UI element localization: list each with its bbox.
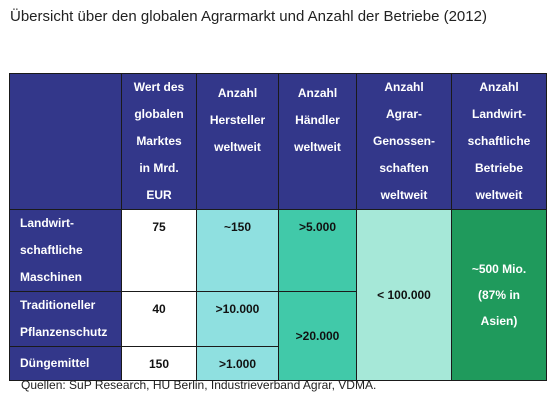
row-label-text: Düngemittel <box>20 356 90 370</box>
cell-hersteller-maschinen: ~150 <box>196 209 279 292</box>
cell-betriebe-text: ~500 Mio. (87% in Asien) <box>471 262 527 328</box>
header-betriebe-label: Anzahl Landwirt- schaftliche Betriebe we… <box>467 80 531 202</box>
cell-haendler-maschinen: >5.000 <box>278 209 357 292</box>
source-note: Quellen: SuP Research, HU Berlin, Indust… <box>21 378 377 392</box>
header-markt-label: Wert des globalen Marktes in Mrd. EUR <box>133 80 185 202</box>
header-hersteller: Anzahl Hersteller weltweit <box>196 73 279 210</box>
table-row: Landwirt- schaftliche Maschinen 75 ~150 … <box>9 209 547 381</box>
header-genossenschaften: Anzahl Agrar- Genossen- schaften weltwei… <box>356 73 452 210</box>
header-markt: Wert des globalen Marktes in Mrd. EUR <box>121 73 197 210</box>
cell-markt-duengemittel: 150 <box>121 346 197 381</box>
header-hersteller-label: Anzahl Hersteller weltweit <box>209 86 266 154</box>
cell-haendler-merged: >20.000 <box>278 291 357 381</box>
table-row: Düngemittel 150 >1.000 <box>9 346 547 381</box>
cell-hersteller-pflanzenschutz: >10.000 <box>196 291 279 347</box>
row-label-duengemittel: Düngemittel <box>9 346 122 381</box>
row-label-maschinen: Landwirt- schaftliche Maschinen <box>9 209 122 292</box>
page-title: Übersicht über den globalen Agrarmarkt u… <box>10 8 487 25</box>
header-corner <box>9 73 122 210</box>
cell-hersteller-duengemittel: >1.000 <box>196 346 279 381</box>
cell-betriebe-merged: ~500 Mio. (87% in Asien) <box>451 209 547 381</box>
cell-markt-pflanzenschutz: 40 <box>121 291 197 347</box>
row-label-pflanzenschutz: Traditioneller Pflanzenschutz <box>9 291 122 347</box>
cell-markt-maschinen: 75 <box>121 209 197 292</box>
header-row: Wert des globalen Marktes in Mrd. EUR An… <box>9 73 547 210</box>
agrarmarkt-table: Wert des globalen Marktes in Mrd. EUR An… <box>9 73 547 381</box>
row-label-text: Landwirt- schaftliche Maschinen <box>20 216 83 284</box>
header-haendler: Anzahl Händler weltweit <box>278 73 357 210</box>
row-label-text: Traditioneller Pflanzenschutz <box>20 298 108 339</box>
table-row: Traditioneller Pflanzenschutz 40 >10.000… <box>9 291 547 381</box>
header-genossenschaften-label: Anzahl Agrar- Genossen- schaften weltwei… <box>372 80 435 202</box>
header-betriebe: Anzahl Landwirt- schaftliche Betriebe we… <box>451 73 547 210</box>
header-haendler-label: Anzahl Händler weltweit <box>294 86 341 154</box>
cell-genossenschaften-merged: < 100.000 <box>356 209 452 381</box>
